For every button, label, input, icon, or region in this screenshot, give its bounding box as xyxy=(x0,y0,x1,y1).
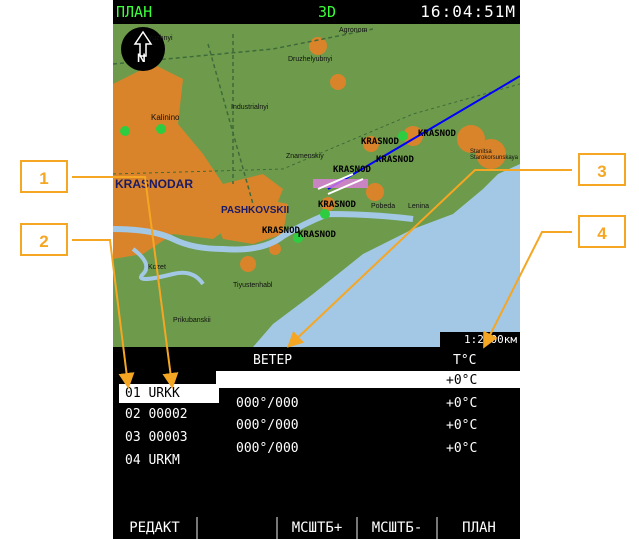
airfield-label: KRASNOD xyxy=(333,165,371,175)
temp-cell[interactable]: +0°С xyxy=(446,373,478,388)
edit-softkey[interactable]: РЕДАКТ xyxy=(113,517,198,539)
waypoint-row[interactable]: 01 URKK xyxy=(119,384,219,403)
temp-cell[interactable]: +0°С xyxy=(446,418,478,433)
waypoint-row[interactable]: 03 00003 xyxy=(119,428,219,447)
view-label: 3D xyxy=(318,3,337,21)
temp-cell[interactable]: +0°С xyxy=(446,441,478,456)
town-label-major: KRASNODAR xyxy=(115,177,193,191)
clock: 16:04:51М xyxy=(420,2,516,21)
town-label: Druzhelyubnyi xyxy=(288,56,333,63)
mode-label: ПЛАН xyxy=(116,3,153,21)
waypoint-id: 04 URKM xyxy=(125,453,180,468)
airfield-label: KRASNOD xyxy=(376,155,414,165)
airfield-label: KRASNOD xyxy=(318,200,356,210)
wind-cell[interactable]: 000°/000 xyxy=(236,441,299,456)
waypoint-row[interactable]: 02 00002 xyxy=(119,405,219,424)
waypoint-row[interactable]: 04 URKM xyxy=(119,451,219,470)
town-label: Stanitsa Starokorsunskaya xyxy=(470,149,519,161)
town-label: Lenina xyxy=(408,203,430,210)
town-label: Znamenskiy xyxy=(286,153,324,160)
callout-3: 3 xyxy=(578,153,626,186)
waypoint-id: 02 00002 xyxy=(125,407,188,422)
softkey-bar: РЕДАКТ МСШТБ+ МСШТБ- ПЛАН xyxy=(113,517,520,539)
town-label: Tiyustenhabl xyxy=(233,282,273,289)
zoom-out-softkey[interactable]: МСШТБ- xyxy=(358,517,438,539)
town-label-major: PASHKOVSKII xyxy=(221,205,290,216)
airfield-label: KRASNOD xyxy=(361,137,399,147)
town-label: Pobeda xyxy=(371,203,396,210)
airfield-label: KRASNOD xyxy=(262,226,300,236)
callout-1: 1 xyxy=(20,160,68,193)
town-label: Kalinino xyxy=(151,113,180,122)
town-label: Kozet xyxy=(148,264,166,271)
town-label: Prikubanskii xyxy=(173,317,211,324)
town-label: Agronom xyxy=(339,27,368,34)
mfd-display: ПЛАН 3D 16:04:51М xyxy=(113,0,520,539)
waypoint-id: 01 URKK xyxy=(125,386,180,401)
callout-2: 2 xyxy=(20,223,68,256)
map-scale: 1:2.00км xyxy=(440,332,520,347)
wind-cell[interactable]: 000°/000 xyxy=(236,418,299,433)
plan-softkey[interactable]: ПЛАН xyxy=(462,520,496,536)
airfield-label: KRASNOD xyxy=(298,230,336,240)
wind-header: ВЕТЕР xyxy=(253,353,293,368)
callout-4: 4 xyxy=(578,215,626,248)
zoom-in-softkey[interactable]: МСШТБ+ xyxy=(278,517,358,539)
temp-cell[interactable]: +0°С xyxy=(446,396,478,411)
waypoint-table: ВЕТЕР Т°С 01 URKK +0°С 02 00002 000°/000… xyxy=(113,347,520,517)
selected-row-highlight xyxy=(216,371,520,388)
wind-cell[interactable]: 000°/000 xyxy=(236,396,299,411)
waypoint-id: 03 00003 xyxy=(125,430,188,445)
town-label: Industrialnyi xyxy=(231,104,269,111)
top-bar: ПЛАН 3D 16:04:51М xyxy=(113,0,520,24)
blank-softkey[interactable] xyxy=(198,517,278,539)
temp-header: Т°С xyxy=(453,353,477,368)
airfield-label: KRASNOD xyxy=(418,129,456,139)
town-label: Yuzhnyi xyxy=(148,35,173,42)
north-arrow-icon: N xyxy=(137,51,146,65)
